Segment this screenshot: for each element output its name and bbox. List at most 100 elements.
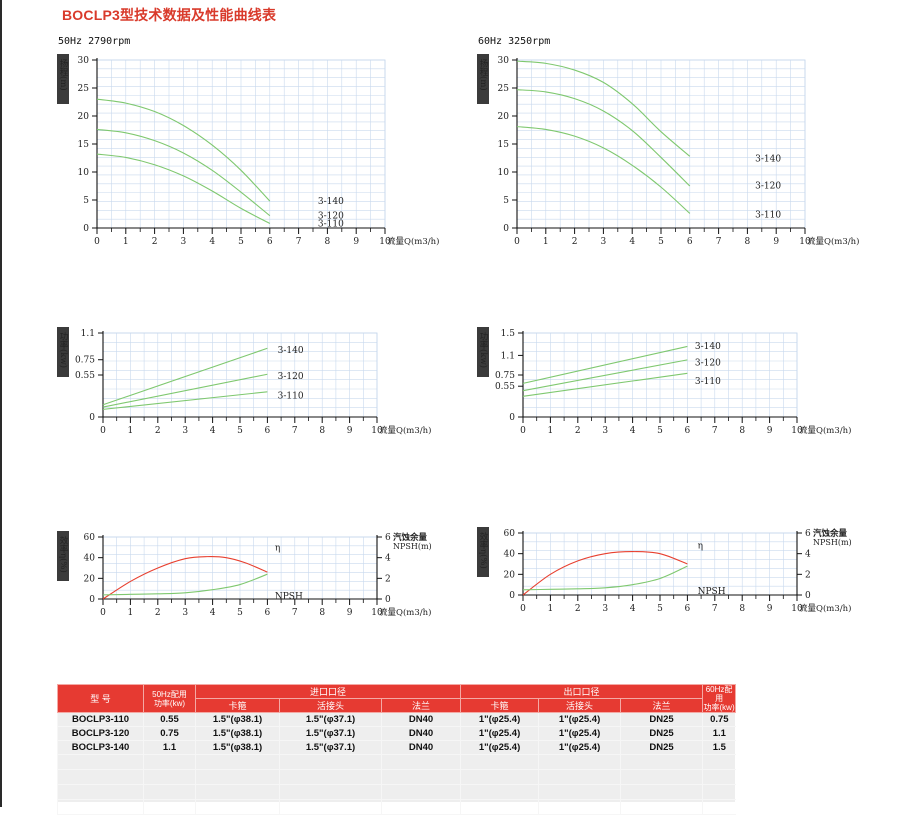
series-line-3-140 — [522, 345, 688, 384]
cell-outlet-clamp: 1"(φ25.4) — [460, 712, 539, 727]
series-line-3-120 — [96, 128, 271, 217]
y-tick-label: 25 — [498, 84, 510, 94]
x-tick-label: 10 — [379, 237, 391, 247]
cell-outlet-union: 1"(φ25.4) — [538, 740, 621, 755]
x-tick-label: 2 — [575, 426, 581, 436]
x-axis-label: 流量Q(m3/h) — [807, 236, 859, 247]
x-tick-label: 1 — [548, 426, 554, 436]
y-tick-label: 1.5 — [501, 329, 516, 339]
x-axis-label: 流量Q(m3/h) — [379, 607, 431, 618]
y-axis-label: 功率(kw) — [58, 331, 69, 368]
series-line-NPSH — [102, 573, 268, 596]
cell-outlet-clamp: 1"(φ25.4) — [460, 740, 539, 755]
condition-60hz: 60Hz 3250rpm — [478, 36, 551, 47]
y-tick-label: 0.55 — [75, 371, 95, 381]
x-axis-label: 流量Q(m3/h) — [799, 425, 851, 436]
series-label-3-120: 3-120 — [755, 181, 781, 191]
table-row-empty — [57, 784, 736, 800]
x-tick-label: 8 — [325, 237, 331, 247]
y-tick-label: 40 — [84, 554, 96, 564]
x-tick-label: 1 — [548, 604, 554, 614]
y-tick-label: 0 — [89, 413, 95, 423]
x-tick-label: 1 — [128, 608, 134, 618]
y-tick-label: 40 — [504, 550, 516, 560]
y-tick-label: 10 — [498, 168, 510, 178]
y-axis-label: 扬程(m) — [58, 58, 69, 90]
cell-inlet-clamp: 1.5"(φ38.1) — [195, 726, 280, 741]
y-tick-label: 0 — [509, 413, 515, 423]
x-tick-label: 2 — [152, 237, 158, 247]
series-label-NPSH: NPSH — [275, 592, 303, 602]
x-tick-label: 4 — [629, 237, 635, 247]
x-tick-label: 9 — [347, 608, 353, 618]
cell-power-60hz: 1.1 — [702, 726, 736, 741]
x-tick-label: 7 — [712, 604, 718, 614]
x-tick-label: 2 — [575, 604, 581, 614]
x-tick-label: 7 — [296, 237, 302, 247]
cell-inlet-union: 1.5"(φ37.1) — [279, 740, 382, 755]
cell-inlet-flange: DN40 — [380, 712, 461, 727]
header-model: 型 号 — [57, 684, 144, 713]
y-axis-label: 扬程(m) — [478, 58, 489, 90]
y-tick-label: 20 — [84, 574, 96, 584]
x-tick-label: 7 — [292, 426, 298, 436]
x-tick-label: 9 — [767, 426, 773, 436]
y-tick-label: 0 — [83, 224, 89, 234]
x-tick-label: 5 — [237, 608, 243, 618]
y2-tick-label: 6 — [805, 529, 811, 539]
y-tick-label: 25 — [78, 84, 90, 94]
cell-inlet-union: 1.5"(φ37.1) — [279, 712, 382, 727]
y-axis-label-box — [57, 531, 69, 581]
table-row-empty — [57, 769, 736, 785]
y2-tick-label: 4 — [385, 554, 391, 564]
x-tick-label: 0 — [520, 426, 526, 436]
series-label-3-140: 3-140 — [695, 342, 721, 352]
y-tick-label: 20 — [78, 112, 90, 122]
series-line-3-110 — [96, 153, 271, 225]
y-axis-label-box — [477, 527, 489, 577]
y2-tick-label: 6 — [385, 533, 391, 543]
y-tick-label: 5 — [503, 196, 509, 206]
x-tick-label: 9 — [353, 237, 359, 247]
x-tick-label: 1 — [128, 426, 134, 436]
cell-outlet-flange: DN25 — [620, 712, 703, 727]
cell-inlet-union: 1.5"(φ37.1) — [279, 726, 382, 741]
x-tick-label: 5 — [237, 426, 243, 436]
series-line-3-140 — [516, 60, 691, 157]
series-line-3-110 — [516, 126, 691, 214]
power-chart-50hz: 0 1 2 3 4 5 6 7 8 9 10 0 0.55 0.75 1.1 流量Q(m3/h) 功率(kw) 3… — [57, 327, 431, 436]
y-axis-label-box — [57, 54, 69, 104]
x-tick-label: 5 — [238, 237, 244, 247]
x-tick-label: 2 — [155, 608, 161, 618]
cell-power-60hz: 1.5 — [702, 740, 736, 755]
series-label-3-110: 3-110 — [278, 392, 304, 402]
x-tick-label: 8 — [739, 426, 745, 436]
x-tick-label: 7 — [292, 608, 298, 618]
x-tick-label: 3 — [182, 608, 188, 618]
x-tick-label: 8 — [745, 237, 751, 247]
y-tick-label: 30 — [498, 56, 510, 66]
y-tick-label: 60 — [84, 533, 96, 543]
cell-outlet-union: 1"(φ25.4) — [538, 726, 621, 741]
y-tick-label: 0 — [503, 224, 509, 234]
header-outlet-clamp: 卡箍 — [460, 698, 540, 713]
series-line-η — [102, 556, 268, 600]
x-tick-label: 0 — [94, 237, 100, 247]
header-inlet: 进口口径 — [194, 684, 462, 699]
series-line-3-110 — [522, 372, 688, 397]
cell-model: BOCLP3-140 — [57, 740, 144, 755]
x-tick-label: 8 — [739, 604, 745, 614]
x-tick-label: 0 — [514, 237, 520, 247]
cell-outlet-flange: DN25 — [620, 726, 703, 741]
spec-table-panel: 型 号 50Hz配用 功率(kw) 进口口径 出口口径 60Hz配用 功率(kw… — [57, 684, 737, 815]
x-tick-label: 6 — [267, 237, 273, 247]
series-label-3-120: 3-120 — [318, 212, 344, 222]
y2-tick-label: 0 — [385, 595, 391, 605]
cell-power-50hz: 0.75 — [143, 726, 196, 741]
header-power-50hz: 50Hz配用 功率(kw) — [143, 684, 196, 713]
series-label-3-120: 3-120 — [278, 372, 304, 382]
cell-outlet-flange: DN25 — [620, 740, 703, 755]
y-tick-label: 10 — [78, 168, 90, 178]
